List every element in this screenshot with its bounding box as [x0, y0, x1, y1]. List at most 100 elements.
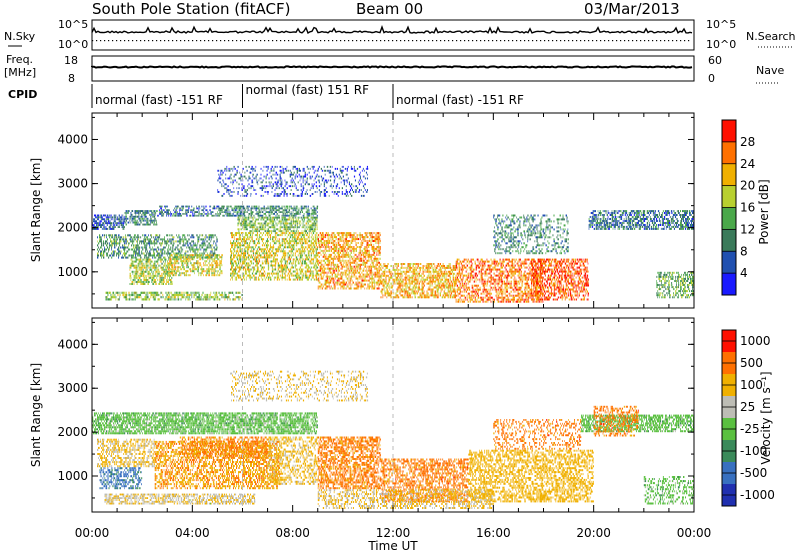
range-gate-cell: [147, 265, 148, 267]
range-gate-cell: [132, 240, 133, 242]
range-gate-cell: [132, 220, 133, 222]
range-gate-cell: [274, 228, 275, 230]
range-gate-cell: [109, 242, 110, 244]
range-gate-cell: [133, 210, 134, 212]
range-gate-cell: [286, 223, 287, 225]
range-gate-cell: [248, 219, 249, 221]
range-gate-cell: [145, 238, 146, 240]
range-gate-cell: [313, 211, 314, 213]
range-gate-cell: [204, 260, 205, 262]
range-gate-cell: [197, 254, 198, 256]
range-gate-cell: [361, 278, 362, 280]
range-gate-cell: [155, 236, 156, 238]
range-gate-cell: [106, 234, 107, 236]
range-gate-cell: [217, 256, 218, 258]
nsearch-point: [480, 40, 481, 41]
range-gate-cell: [348, 274, 349, 276]
range-gate-cell: [316, 238, 317, 240]
range-gate-cell: [146, 249, 147, 251]
range-gate-cell: [290, 206, 291, 208]
range-gate-cell: [337, 264, 338, 266]
range-gate-cell: [132, 261, 133, 263]
range-gate-cell: [174, 260, 175, 262]
range-gate-cell: [153, 277, 154, 279]
range-gate-cell: [154, 238, 155, 240]
range-gate-cell: [107, 228, 108, 230]
range-gate-cell: [137, 247, 138, 249]
range-gate-cell: [112, 216, 113, 218]
range-gate-cell: [118, 251, 119, 253]
range-gate-cell: [289, 206, 290, 208]
range-gate-cell: [271, 273, 272, 275]
range-gate-cell: [294, 248, 295, 250]
range-gate-cell: [120, 238, 121, 240]
range-gate-cell: [368, 254, 369, 256]
range-gate-cell: [309, 238, 310, 240]
range-gate-cell: [99, 238, 100, 240]
range-gate-cell: [366, 246, 367, 248]
range-gate-cell: [304, 230, 305, 232]
range-gate-cell: [261, 248, 262, 250]
range-gate-cell: [309, 246, 310, 248]
range-gate-cell: [309, 213, 310, 215]
range-gate-cell: [197, 256, 198, 258]
range-gate-cell: [373, 254, 374, 256]
range-gate-cell: [138, 216, 139, 218]
range-gate-cell: [155, 281, 156, 283]
range-gate-cell: [347, 268, 348, 270]
range-gate-cell: [356, 266, 357, 268]
range-gate-cell: [116, 236, 117, 238]
range-gate-cell: [252, 234, 253, 236]
range-gate-cell: [290, 246, 291, 248]
range-gate-cell: [282, 206, 283, 208]
range-gate-cell: [270, 234, 271, 236]
range-gate-cell: [331, 246, 332, 248]
range-gate-cell: [136, 212, 137, 214]
range-gate-cell: [256, 279, 257, 281]
range-gate-cell: [234, 208, 235, 210]
range-gate-cell: [332, 242, 333, 244]
range-gate-cell: [106, 226, 107, 228]
range-gate-cell: [282, 238, 283, 240]
range-gate-cell: [360, 266, 361, 268]
range-gate-cell: [285, 254, 286, 256]
range-gate-cell: [126, 212, 127, 214]
range-gate-cell: [284, 224, 285, 226]
range-gate-cell: [277, 206, 278, 208]
range-gate-cell: [311, 213, 312, 215]
range-gate-cell: [337, 232, 338, 234]
range-gate-cell: [264, 206, 265, 208]
range-gate-cell: [137, 281, 138, 283]
range-gate-cell: [101, 242, 102, 244]
range-gate-cell: [232, 275, 233, 277]
range-gate-cell: [231, 273, 232, 275]
range-gate-cell: [255, 228, 256, 230]
range-gate-cell: [223, 206, 224, 208]
range-gate-cell: [350, 236, 351, 238]
range-gate-cell: [181, 264, 182, 266]
range-gate-cell: [374, 244, 375, 246]
range-gate-cell: [191, 247, 192, 249]
range-gate-cell: [287, 275, 288, 277]
range-gate-cell: [275, 254, 276, 256]
nsearch-point: [520, 40, 521, 41]
range-gate-cell: [197, 208, 198, 210]
nsearch-point: [412, 40, 413, 41]
range-gate-cell: [357, 268, 358, 270]
range-gate-cell: [184, 262, 185, 264]
range-gate-cell: [205, 249, 206, 251]
range-gate-cell: [287, 242, 288, 244]
range-gate-cell: [113, 226, 114, 228]
range-gate-cell: [210, 244, 211, 246]
range-gate-cell: [303, 236, 304, 238]
range-gate-cell: [171, 283, 172, 285]
range-gate-cell: [365, 248, 366, 250]
range-gate-cell: [163, 209, 164, 211]
range-gate-cell: [247, 244, 248, 246]
range-gate-cell: [349, 288, 350, 290]
range-gate-cell: [149, 271, 150, 273]
range-gate-cell: [328, 232, 329, 234]
range-gate-cell: [168, 215, 169, 217]
range-gate-cell: [170, 256, 171, 258]
